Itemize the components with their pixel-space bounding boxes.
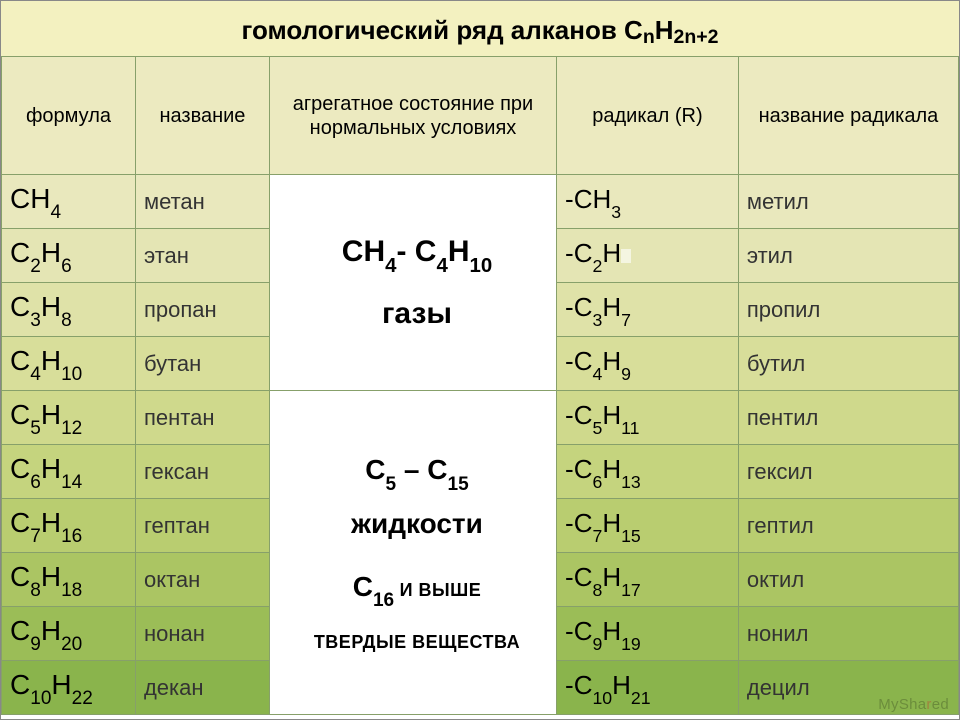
name-cell: метан [135, 175, 269, 229]
header-formula: формула [2, 57, 136, 175]
page-title: гомологический ряд алканов CnH2n+2 [1, 1, 959, 56]
artifact-block [621, 249, 631, 263]
radical-name: децил [747, 675, 810, 700]
name-cell: декан [135, 661, 269, 715]
radical-cell: -C7H15 [557, 499, 739, 553]
radical-cell: -CH3 [557, 175, 739, 229]
formula: C10H22 [10, 669, 93, 700]
formula-cell: C5H12 [2, 391, 136, 445]
alkane-name: пентан [144, 405, 215, 430]
formula-cell: C3H8 [2, 283, 136, 337]
header-radical: радикал (R) [557, 57, 739, 175]
name-cell: пентан [135, 391, 269, 445]
radical-cell: -C6H13 [557, 445, 739, 499]
formula: C2H6 [10, 237, 72, 268]
formula-cell: C4H10 [2, 337, 136, 391]
radical-cell: -C9H19 [557, 607, 739, 661]
radical-name-cell: этил [738, 229, 958, 283]
name-cell: этан [135, 229, 269, 283]
alkane-name: метан [144, 189, 205, 214]
alkane-name: октан [144, 567, 200, 592]
radical-cell: -C2H [557, 229, 739, 283]
radical-name-cell: пропил [738, 283, 958, 337]
formula: CH4 [10, 183, 61, 214]
radical-name: пропил [747, 297, 820, 322]
radical-name-cell: октил [738, 553, 958, 607]
formula-cell: C10H22 [2, 661, 136, 715]
radical-formula: -CH3 [565, 184, 621, 214]
table-container: гомологический ряд алканов CnH2n+2 форму… [0, 0, 960, 720]
radical-formula: -C3H7 [565, 292, 631, 322]
radical-name: пентил [747, 405, 819, 430]
radical-name: метил [747, 189, 809, 214]
radical-formula: -C5H11 [565, 400, 639, 430]
radical-name: гептил [747, 513, 814, 538]
state-liquids-solids: C5 – C15жидкостиC16 И ВЫШЕТВЕРДЫЕ ВЕЩЕСТ… [269, 391, 556, 715]
radical-name-cell: пентил [738, 391, 958, 445]
title-text: гомологический ряд алканов [241, 15, 624, 45]
radical-name: октил [747, 567, 804, 592]
radical-formula: -C9H19 [565, 616, 641, 646]
name-cell: гексан [135, 445, 269, 499]
radical-name: этил [747, 243, 793, 268]
header-row: формула название агрегатное состояние пр… [2, 57, 959, 175]
radical-name-cell: нонил [738, 607, 958, 661]
header-name: название [135, 57, 269, 175]
radical-formula: -C2H [565, 238, 621, 268]
radical-cell: -C4H9 [557, 337, 739, 391]
watermark: MyShared [878, 696, 949, 713]
radical-name: нонил [747, 621, 809, 646]
header-radical-name: название радикала [738, 57, 958, 175]
radical-formula: -C6H13 [565, 454, 641, 484]
radical-formula: -C8H17 [565, 562, 641, 592]
alkane-name: нонан [144, 621, 205, 646]
alkane-name: декан [144, 675, 204, 700]
radical-name-cell: гептил [738, 499, 958, 553]
radical-formula: -C7H15 [565, 508, 641, 538]
alkane-name: гептан [144, 513, 210, 538]
formula-cell: CH4 [2, 175, 136, 229]
formula: C4H10 [10, 345, 82, 376]
formula: C9H20 [10, 615, 82, 646]
formula: C8H18 [10, 561, 82, 592]
name-cell: бутан [135, 337, 269, 391]
alkane-table: формула название агрегатное состояние пр… [1, 56, 959, 715]
formula-cell: C6H14 [2, 445, 136, 499]
radical-cell: -C5H11 [557, 391, 739, 445]
radical-cell: -C8H17 [557, 553, 739, 607]
formula-cell: C8H18 [2, 553, 136, 607]
radical-name-cell: метил [738, 175, 958, 229]
name-cell: октан [135, 553, 269, 607]
name-cell: пропан [135, 283, 269, 337]
radical-name: гексил [747, 459, 813, 484]
formula: C6H14 [10, 453, 82, 484]
formula: C5H12 [10, 399, 82, 430]
radical-formula: -C10H21 [565, 670, 651, 700]
radical-cell: -C3H7 [557, 283, 739, 337]
radical-name-cell: бутил [738, 337, 958, 391]
alkane-name: этан [144, 243, 189, 268]
name-cell: нонан [135, 607, 269, 661]
formula-cell: C2H6 [2, 229, 136, 283]
formula: C7H16 [10, 507, 82, 538]
state-gases: CH4- C4H10газы [269, 175, 556, 391]
radical-formula: -C4H9 [565, 346, 631, 376]
formula-cell: C9H20 [2, 607, 136, 661]
alkane-name: бутан [144, 351, 201, 376]
title-formula: CnH2n+2 [624, 15, 718, 45]
table-row: C5H12пентанC5 – C15жидкостиC16 И ВЫШЕТВЕ… [2, 391, 959, 445]
header-state: агрегатное состояние при нормальных усло… [269, 57, 556, 175]
alkane-name: гексан [144, 459, 209, 484]
formula-cell: C7H16 [2, 499, 136, 553]
radical-name: бутил [747, 351, 805, 376]
alkane-name: пропан [144, 297, 217, 322]
formula: C3H8 [10, 291, 72, 322]
radical-name-cell: гексил [738, 445, 958, 499]
name-cell: гептан [135, 499, 269, 553]
table-row: CH4метанCH4- C4H10газы-CH3метил [2, 175, 959, 229]
radical-cell: -C10H21 [557, 661, 739, 715]
